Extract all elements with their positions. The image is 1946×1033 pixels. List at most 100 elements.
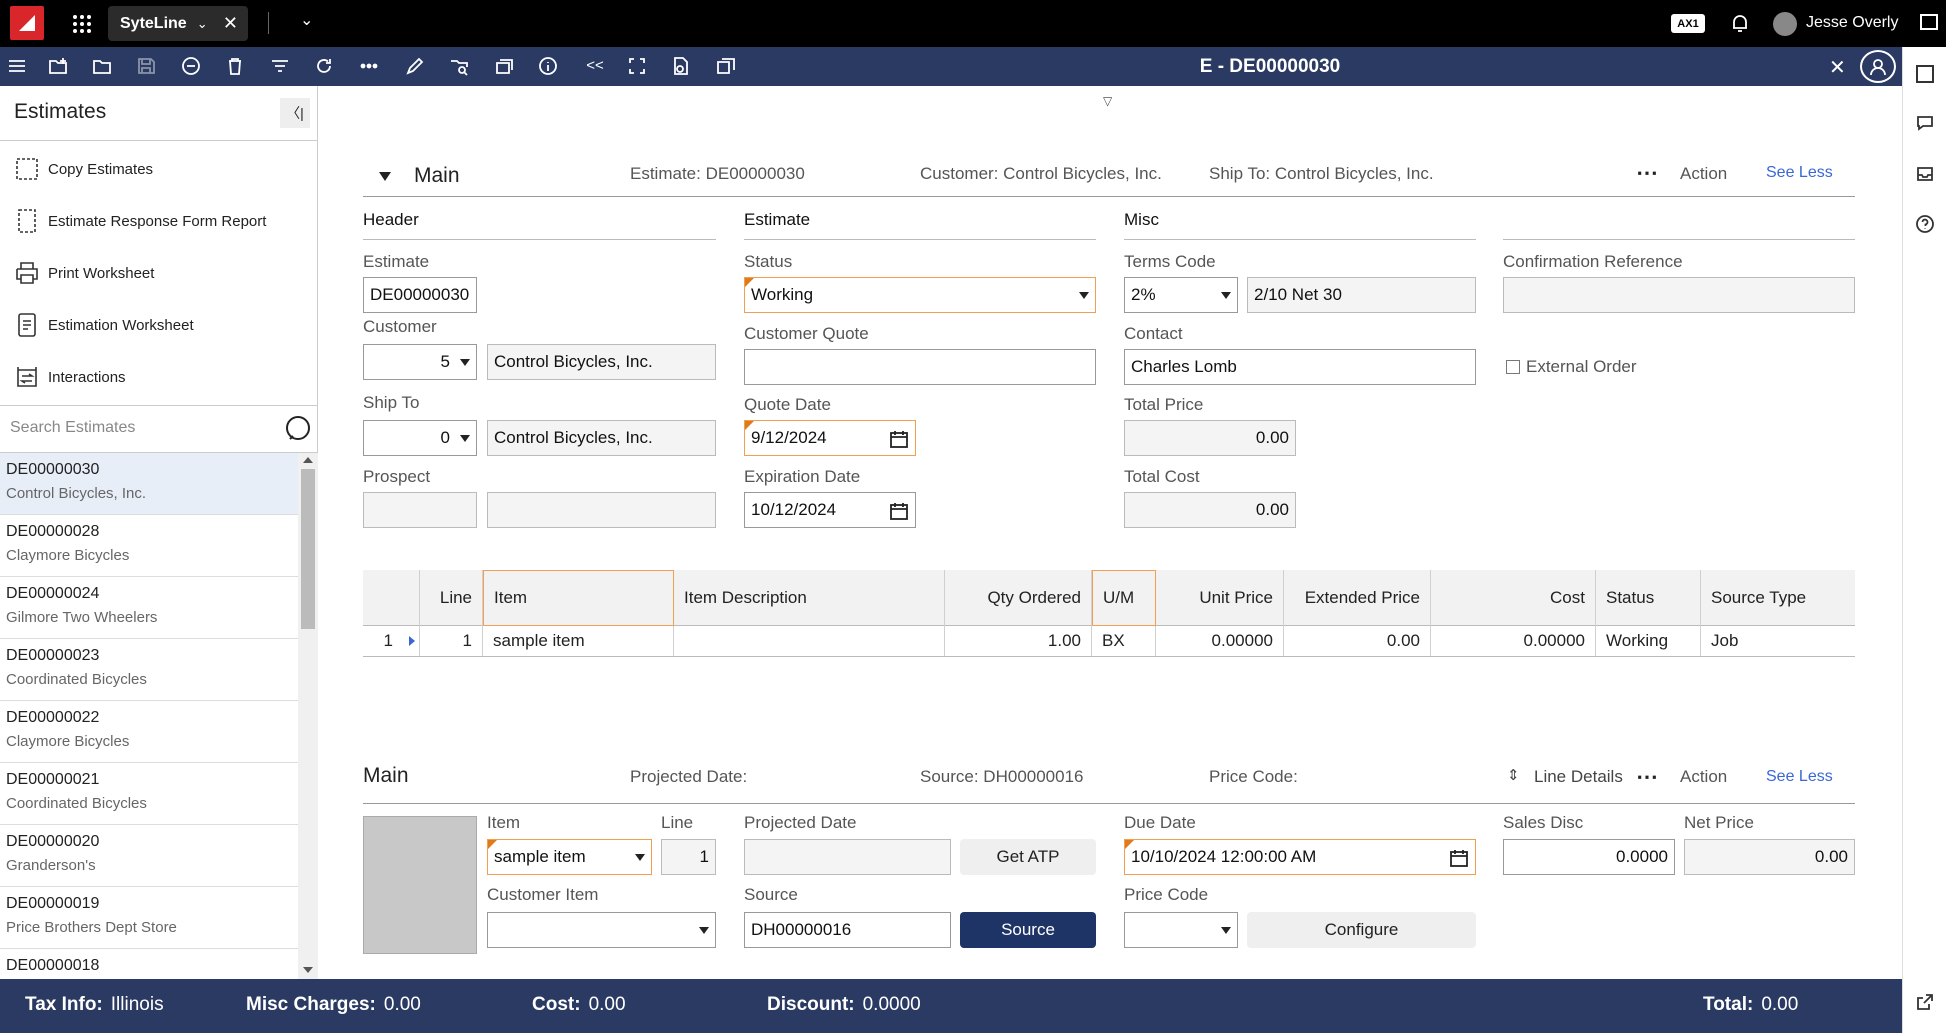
ship-to-name-field[interactable]: Control Bicycles, Inc. — [487, 420, 716, 456]
grid-col-um[interactable]: U/M — [1092, 570, 1156, 626]
search-estimates-input[interactable]: Search Estimates — [10, 419, 136, 436]
configure-button[interactable]: Configure — [1247, 912, 1476, 948]
grid-col-cost[interactable]: Cost — [1431, 570, 1596, 626]
grid-col-extended-price[interactable]: Extended Price — [1284, 570, 1431, 626]
delete-icon[interactable] — [224, 55, 246, 77]
confirmation-reference-field[interactable] — [1503, 277, 1855, 313]
list-item[interactable]: DE00000022 Claymore Bicycles — [0, 701, 298, 763]
more-icon[interactable] — [358, 55, 380, 77]
cell-unit-price[interactable]: 0.00000 — [1156, 626, 1284, 656]
line-action-menu[interactable]: Action — [1680, 767, 1728, 786]
item-select[interactable]: sample item — [487, 839, 652, 875]
sidebar-action-copy-estimates[interactable]: Copy Estimates — [0, 143, 318, 195]
sidebar-action-response-report[interactable]: Estimate Response Form Report — [0, 195, 318, 247]
collapse-header-icon[interactable]: ▽ — [1103, 94, 1113, 108]
site-badge[interactable]: AX1 — [1671, 14, 1705, 33]
app-tab[interactable]: SyteLine ⌄ ✕ — [108, 6, 248, 41]
terms-code-select[interactable]: 2% — [1124, 277, 1238, 313]
cell-line[interactable]: 1 — [420, 626, 483, 656]
list-item[interactable]: DE00000024 Gilmore Two Wheelers — [0, 577, 298, 639]
sidebar-action-interactions[interactable]: Interactions — [0, 351, 318, 403]
contact-field[interactable]: Charles Lomb — [1124, 349, 1476, 385]
grid-col-unit-price[interactable]: Unit Price — [1156, 570, 1284, 626]
cell-item[interactable]: sample item — [483, 626, 674, 656]
scroll-up-arrow-icon[interactable] — [303, 457, 313, 463]
collapse-sidebar-icon[interactable]: 〈| — [280, 98, 310, 128]
panel-toggle-icon[interactable] — [1920, 14, 1938, 30]
close-tab-icon[interactable]: ✕ — [222, 13, 238, 33]
calendar-icon[interactable] — [889, 429, 909, 449]
list-item[interactable]: DE00000023 Coordinated Bicycles — [0, 639, 298, 701]
calendar-icon[interactable] — [889, 501, 909, 521]
menu-icon[interactable] — [6, 55, 28, 77]
table-row[interactable]: 1 1 sample item 1.00 BX 0.00000 0.00 0.0… — [363, 626, 1855, 657]
see-less-link[interactable]: See Less — [1766, 164, 1833, 181]
line-see-less-link[interactable]: See Less — [1766, 768, 1833, 785]
search-icon[interactable] — [285, 415, 311, 446]
more-actions-icon[interactable]: ⋯ — [1636, 764, 1658, 789]
cell-source-type[interactable]: Job — [1711, 631, 1739, 650]
chat-icon[interactable] — [1915, 113, 1935, 138]
cell-qty-ordered[interactable]: 1.00 — [945, 626, 1092, 656]
layers-icon[interactable] — [493, 55, 515, 77]
list-item[interactable]: DE00000019 Price Brothers Dept Store — [0, 887, 298, 949]
scrollbar-thumb[interactable] — [301, 469, 315, 629]
inbox-icon[interactable] — [1915, 164, 1935, 189]
price-code-select[interactable] — [1124, 912, 1238, 948]
attachments-icon[interactable] — [715, 55, 737, 77]
expiration-date-field[interactable]: 10/12/2024 — [744, 492, 916, 528]
bell-icon[interactable] — [1729, 12, 1751, 34]
external-order-checkbox[interactable] — [1506, 360, 1520, 374]
grid-col-line[interactable]: Line — [420, 570, 483, 626]
action-menu[interactable]: Action — [1680, 164, 1728, 183]
cell-status[interactable]: Working — [1596, 626, 1701, 656]
avatar[interactable] — [1773, 12, 1797, 36]
save-icon[interactable] — [135, 55, 157, 77]
more-actions-icon[interactable]: ⋯ — [1636, 160, 1658, 185]
customer-number-select[interactable]: 5 — [363, 344, 477, 380]
grid-col-item-description[interactable]: Item Description — [674, 570, 945, 626]
edit-icon[interactable] — [404, 55, 426, 77]
refresh-icon[interactable] — [313, 55, 335, 77]
new-record-icon[interactable] — [47, 55, 69, 77]
line-details-link[interactable]: Line Details — [1534, 767, 1623, 786]
grid-col-qty-ordered[interactable]: Qty Ordered — [945, 570, 1092, 626]
previous-icon[interactable]: << — [586, 57, 604, 74]
prospect-name-field[interactable] — [487, 492, 716, 528]
sidebar-action-estimation-worksheet[interactable]: Estimation Worksheet — [0, 299, 318, 351]
calendar-icon[interactable] — [1449, 848, 1469, 868]
list-scrollbar[interactable] — [298, 453, 318, 979]
list-item[interactable]: DE00000030 Control Bicycles, Inc. — [0, 453, 298, 515]
cell-item-description[interactable] — [674, 626, 945, 656]
sales-disc-field[interactable]: 0.0000 — [1503, 839, 1675, 875]
grid-col-status[interactable]: Status — [1596, 570, 1701, 626]
dropdown-arrow-icon[interactable] — [1079, 292, 1089, 299]
estimate-field[interactable]: DE00000030 — [363, 277, 477, 313]
list-item[interactable]: DE00000018 — [0, 949, 298, 979]
info-icon[interactable] — [537, 55, 559, 77]
more-tabs-chevron-icon[interactable]: ⌄ — [300, 12, 314, 29]
dropdown-arrow-icon[interactable] — [635, 854, 645, 861]
dropdown-arrow-icon[interactable] — [460, 359, 470, 366]
source-field[interactable]: DH00000016 — [744, 912, 951, 948]
document-link-icon[interactable] — [670, 55, 692, 77]
help-icon[interactable] — [1915, 214, 1935, 239]
dropdown-arrow-icon[interactable] — [460, 435, 470, 442]
external-link-icon[interactable] — [1915, 992, 1935, 1017]
dropdown-arrow-icon[interactable] — [699, 927, 709, 934]
total-cost-field[interactable]: 0.00 — [1124, 492, 1296, 528]
user-name[interactable]: Jesse Overly — [1806, 14, 1899, 31]
cell-cost[interactable]: 0.00000 — [1431, 626, 1596, 656]
list-item[interactable]: DE00000028 Claymore Bicycles — [0, 515, 298, 577]
grid-col-source-type[interactable]: Source Type — [1711, 588, 1807, 607]
customer-quote-field[interactable] — [744, 349, 1096, 385]
expand-collapse-icon[interactable] — [379, 172, 391, 181]
find-icon[interactable] — [448, 55, 470, 77]
fullscreen-icon[interactable] — [626, 55, 648, 77]
net-price-field[interactable]: 0.00 — [1684, 839, 1855, 875]
app-logo[interactable] — [10, 6, 44, 40]
projected-date-field[interactable] — [744, 839, 951, 875]
dropdown-arrow-icon[interactable] — [1221, 292, 1231, 299]
sidebar-action-print-worksheet[interactable]: Print Worksheet — [0, 247, 318, 299]
total-price-field[interactable]: 0.00 — [1124, 420, 1296, 456]
